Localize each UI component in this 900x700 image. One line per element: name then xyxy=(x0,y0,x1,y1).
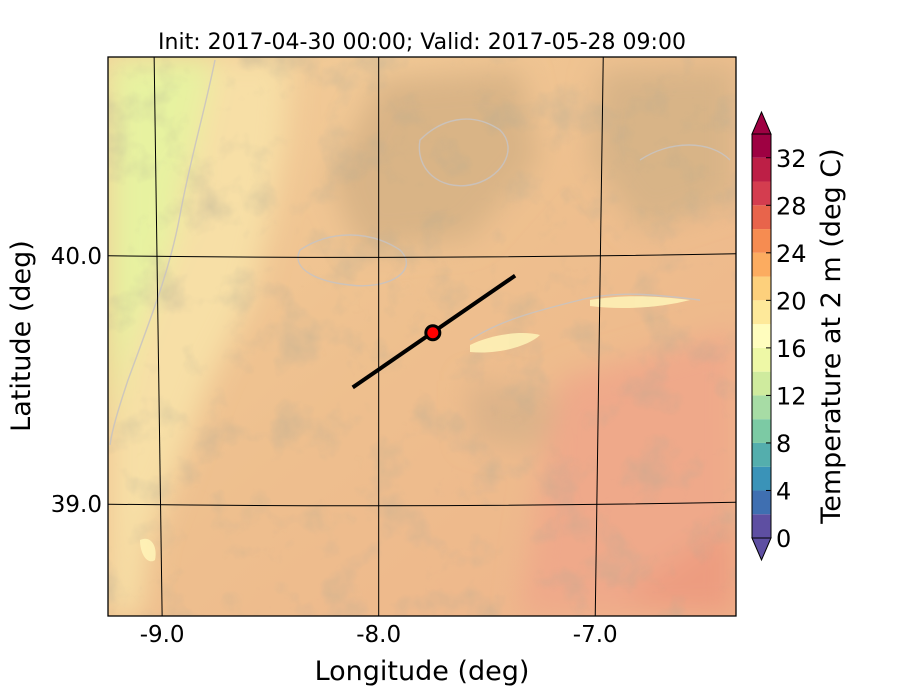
chart-title: Init: 2017-04-30 00:00; Valid: 2017-05-2… xyxy=(158,30,686,55)
colorbar-segment xyxy=(752,419,771,443)
colorbar-tick-label: 8 xyxy=(776,430,791,458)
colorbar-label: Temperature at 2 m (deg C) xyxy=(816,148,847,524)
colorbar-segment xyxy=(752,157,771,182)
colorbar-tick-label: 16 xyxy=(776,335,807,363)
x-tick-label: -9.0 xyxy=(140,622,185,648)
colorbar-segment xyxy=(752,181,771,206)
colorbar-tick-label: 12 xyxy=(776,382,807,410)
colorbar-segment xyxy=(752,371,771,396)
meridian-line xyxy=(153,57,163,616)
graticule xyxy=(108,57,736,616)
x-axis-label: Longitude (deg) xyxy=(315,656,530,687)
plot-frame xyxy=(107,56,737,617)
colorbar-extend-max xyxy=(751,110,772,135)
temperature-field xyxy=(108,57,736,616)
colorbar-segment xyxy=(752,134,771,158)
colorbar-segment xyxy=(752,276,771,301)
colorbar-extend-min xyxy=(751,537,772,562)
cross-section xyxy=(351,273,517,390)
colorbar-segment xyxy=(752,205,771,230)
colorbar-tick-label: 32 xyxy=(776,145,807,173)
parallel-line xyxy=(108,253,736,258)
x-tick-label: -7.0 xyxy=(573,622,618,648)
colorbar-tick-label: 0 xyxy=(776,525,791,553)
colorbar-outline xyxy=(751,134,772,538)
colorbar: 0 4 8 12 16 20 24 28 32 xyxy=(751,110,807,562)
colorbar-segment xyxy=(752,300,771,325)
x-tick-labels: -9.0 -8.0 -7.0 xyxy=(140,622,618,648)
colorbar-tick-label: 20 xyxy=(776,287,807,315)
colorbar-tick-label: 4 xyxy=(776,477,791,505)
colorbar-segment xyxy=(752,514,771,538)
colorbar-segment xyxy=(752,466,771,491)
colorbar-segment xyxy=(752,229,771,253)
colorbar-segment xyxy=(752,347,771,372)
cross-section-center-marker xyxy=(424,324,442,342)
y-axis-label: Latitude (deg) xyxy=(6,240,37,432)
y-tick-labels: 39.0 40.0 xyxy=(51,244,102,518)
colorbar-tick-label: 24 xyxy=(776,240,807,268)
colorbar-segment xyxy=(752,324,771,348)
x-tick-label: -8.0 xyxy=(356,622,401,648)
colorbar-segment xyxy=(752,252,771,277)
y-tick-label: 40.0 xyxy=(51,244,102,270)
y-tick-label: 39.0 xyxy=(51,492,102,518)
colorbar-segment xyxy=(752,395,771,420)
colorbar-segment xyxy=(752,442,771,467)
colorbar-tick-label: 28 xyxy=(776,192,807,220)
colorbar-segment xyxy=(752,490,771,515)
meridian-line xyxy=(594,57,604,616)
parallel-line xyxy=(108,501,736,507)
